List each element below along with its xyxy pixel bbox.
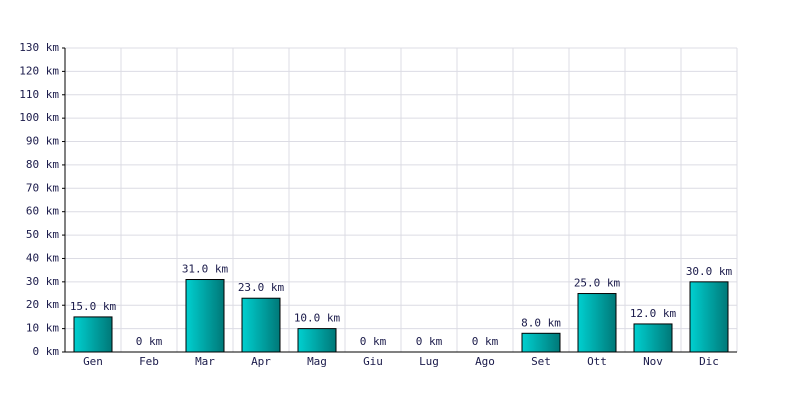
value-label: 30.0 km: [686, 265, 733, 278]
x-tick-label: Feb: [139, 355, 159, 368]
y-tick-label: 130 km: [19, 41, 59, 54]
x-tick-label: Ago: [475, 355, 495, 368]
x-tick-label: Set: [531, 355, 551, 368]
value-label: 0 km: [136, 335, 163, 348]
bar: [297, 328, 337, 353]
value-label: 8.0 km: [521, 316, 561, 329]
value-label: 25.0 km: [574, 277, 621, 290]
y-tick-label: 0 km: [33, 345, 60, 358]
value-label: 31.0 km: [182, 263, 229, 276]
x-tick-label: Gen: [83, 355, 103, 368]
y-tick-label: 80 km: [26, 158, 59, 171]
x-tick-label: Nov: [643, 355, 663, 368]
bar: [241, 297, 281, 353]
x-tick-label: Mar: [195, 355, 215, 368]
bar: [633, 323, 673, 353]
bar: [689, 281, 729, 353]
y-tick-label: 120 km: [19, 64, 59, 77]
y-tick-label: 20 km: [26, 298, 59, 311]
value-label: 0 km: [472, 335, 499, 348]
bar: [521, 332, 561, 353]
value-label: 0 km: [360, 335, 387, 348]
y-tick-label: 40 km: [26, 251, 59, 264]
y-tick-label: 10 km: [26, 322, 59, 335]
value-label: 23.0 km: [238, 281, 285, 294]
x-tick-label: Giu: [363, 355, 383, 368]
value-label: 15.0 km: [70, 300, 117, 313]
y-tick-label: 60 km: [26, 205, 59, 218]
value-label: 12.0 km: [630, 307, 677, 320]
y-tick-label: 30 km: [26, 275, 59, 288]
bar: [577, 293, 617, 353]
y-tick-label: 50 km: [26, 228, 59, 241]
x-tick-label: Mag: [307, 355, 327, 368]
x-tick-label: Ott: [587, 355, 607, 368]
x-tick-label: Apr: [251, 355, 271, 368]
y-tick-label: 100 km: [19, 111, 59, 124]
value-label: 0 km: [416, 335, 443, 348]
y-tick-label: 70 km: [26, 181, 59, 194]
y-tick-label: 90 km: [26, 135, 59, 148]
bar: [73, 316, 113, 353]
y-tick-label: 110 km: [19, 88, 59, 101]
value-label: 10.0 km: [294, 312, 341, 325]
x-tick-label: Dic: [699, 355, 719, 368]
x-tick-label: Lug: [419, 355, 439, 368]
bar: [185, 279, 225, 353]
